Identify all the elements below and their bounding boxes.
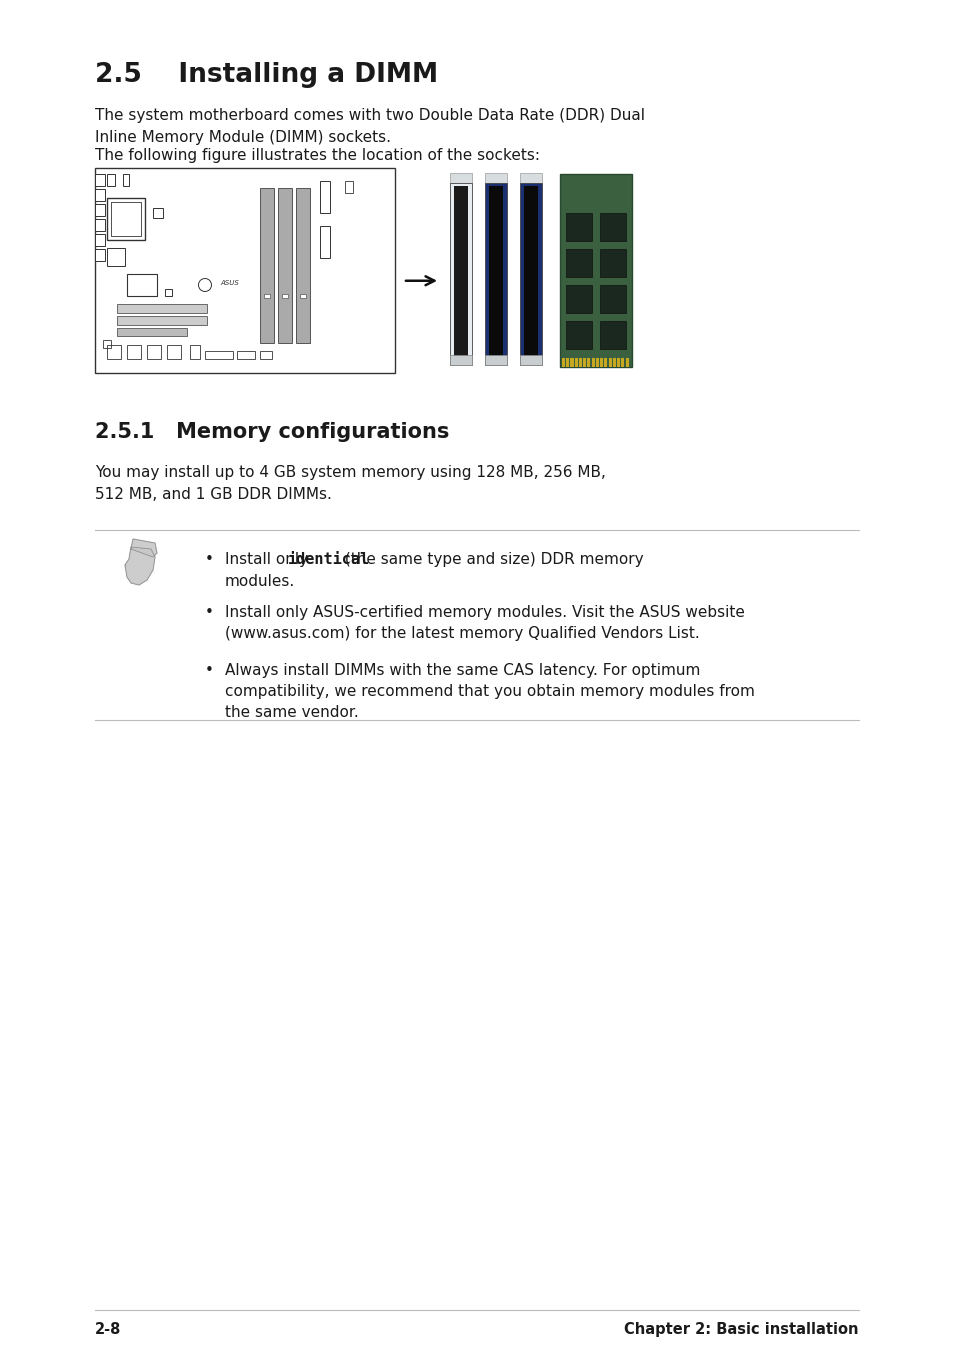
FancyBboxPatch shape [565, 322, 592, 349]
FancyBboxPatch shape [608, 358, 611, 367]
FancyBboxPatch shape [620, 358, 624, 367]
Text: Always install DIMMs with the same CAS latency. For optimum
compatibility, we re: Always install DIMMs with the same CAS l… [225, 663, 754, 720]
FancyBboxPatch shape [95, 219, 105, 231]
FancyBboxPatch shape [578, 358, 581, 367]
FancyBboxPatch shape [260, 188, 274, 343]
FancyBboxPatch shape [484, 173, 506, 182]
FancyBboxPatch shape [454, 186, 468, 361]
Text: (the same type and size) DDR memory: (the same type and size) DDR memory [339, 553, 643, 567]
Text: The following figure illustrates the location of the sockets:: The following figure illustrates the loc… [95, 149, 539, 163]
FancyBboxPatch shape [587, 358, 590, 367]
FancyBboxPatch shape [591, 358, 594, 367]
FancyBboxPatch shape [484, 182, 506, 365]
FancyBboxPatch shape [95, 204, 105, 216]
Text: •: • [205, 553, 213, 567]
Text: •: • [205, 663, 213, 678]
FancyBboxPatch shape [95, 189, 105, 201]
FancyBboxPatch shape [604, 358, 607, 367]
FancyBboxPatch shape [599, 322, 625, 349]
Text: 2.5.1   Memory configurations: 2.5.1 Memory configurations [95, 422, 449, 442]
FancyBboxPatch shape [282, 295, 288, 299]
FancyBboxPatch shape [484, 355, 506, 365]
FancyBboxPatch shape [599, 358, 602, 367]
FancyBboxPatch shape [613, 358, 616, 367]
FancyBboxPatch shape [570, 358, 573, 367]
Text: modules.: modules. [225, 574, 294, 589]
FancyBboxPatch shape [95, 249, 105, 261]
FancyBboxPatch shape [617, 358, 619, 367]
Text: The system motherboard comes with two Double Data Rate (DDR) Dual
Inline Memory : The system motherboard comes with two Do… [95, 108, 644, 145]
FancyBboxPatch shape [565, 249, 592, 277]
Polygon shape [125, 547, 154, 585]
Text: 2.5    Installing a DIMM: 2.5 Installing a DIMM [95, 62, 437, 88]
FancyBboxPatch shape [599, 249, 625, 277]
FancyBboxPatch shape [264, 295, 270, 299]
FancyBboxPatch shape [95, 234, 105, 246]
Text: Chapter 2: Basic installation: Chapter 2: Basic installation [624, 1323, 858, 1337]
Polygon shape [131, 539, 157, 557]
FancyBboxPatch shape [625, 358, 628, 367]
FancyBboxPatch shape [117, 316, 207, 326]
FancyBboxPatch shape [565, 213, 592, 240]
FancyBboxPatch shape [295, 188, 310, 343]
FancyBboxPatch shape [450, 173, 472, 182]
Text: Install only ASUS-certified memory modules. Visit the ASUS website
(www.asus.com: Install only ASUS-certified memory modul… [225, 605, 744, 640]
Text: 2-8: 2-8 [95, 1323, 121, 1337]
Text: identical: identical [288, 553, 370, 567]
FancyBboxPatch shape [519, 355, 541, 365]
FancyBboxPatch shape [582, 358, 586, 367]
FancyBboxPatch shape [565, 285, 592, 313]
FancyBboxPatch shape [574, 358, 578, 367]
FancyBboxPatch shape [566, 358, 569, 367]
FancyBboxPatch shape [489, 186, 502, 361]
FancyBboxPatch shape [559, 174, 631, 367]
FancyBboxPatch shape [95, 168, 395, 373]
FancyBboxPatch shape [299, 295, 306, 299]
Text: •: • [205, 605, 213, 620]
Text: You may install up to 4 GB system memory using 128 MB, 256 MB,
512 MB, and 1 GB : You may install up to 4 GB system memory… [95, 465, 605, 501]
FancyBboxPatch shape [561, 358, 564, 367]
FancyBboxPatch shape [596, 358, 598, 367]
FancyBboxPatch shape [599, 213, 625, 240]
FancyBboxPatch shape [117, 304, 207, 313]
FancyBboxPatch shape [277, 188, 292, 343]
FancyBboxPatch shape [519, 182, 541, 365]
Text: ASUS: ASUS [220, 280, 239, 286]
Text: Install only: Install only [225, 553, 313, 567]
FancyBboxPatch shape [519, 173, 541, 182]
FancyBboxPatch shape [599, 285, 625, 313]
FancyBboxPatch shape [95, 174, 105, 186]
FancyBboxPatch shape [450, 355, 472, 365]
FancyBboxPatch shape [117, 328, 187, 336]
FancyBboxPatch shape [523, 186, 537, 361]
FancyBboxPatch shape [450, 182, 472, 365]
